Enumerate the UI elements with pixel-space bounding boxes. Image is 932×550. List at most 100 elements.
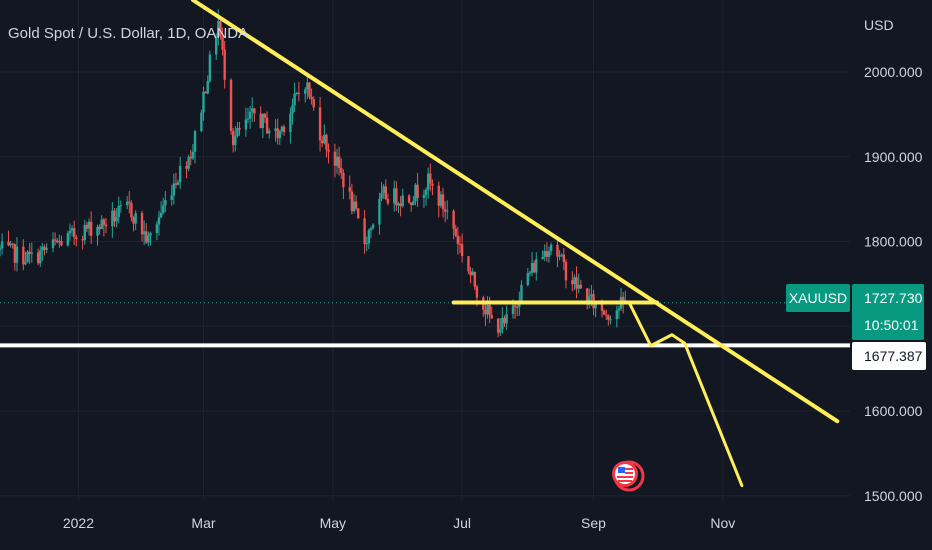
candle-body <box>30 252 33 254</box>
candle-body <box>371 224 375 229</box>
candle-body <box>560 254 563 256</box>
candle-body <box>155 224 159 233</box>
candle-body <box>39 250 42 264</box>
support-level-badge <box>852 342 926 370</box>
candle-body <box>282 126 286 133</box>
candle-body <box>460 244 464 257</box>
price-axis-background <box>850 0 932 500</box>
candle-body <box>575 277 578 289</box>
candle-body <box>564 262 568 281</box>
candle-body <box>60 240 63 246</box>
candle-body <box>238 128 241 130</box>
currency-label: USD <box>864 17 894 33</box>
candle-body <box>58 240 61 243</box>
candle-body <box>187 156 190 169</box>
candle-body <box>473 271 477 287</box>
candle-body <box>56 240 59 243</box>
candle-body <box>246 118 250 120</box>
candle-body <box>174 183 178 185</box>
candle-body <box>323 134 326 144</box>
candle-body <box>185 166 188 169</box>
candle-body <box>149 232 152 236</box>
candle-body <box>365 243 368 245</box>
candle-body <box>221 36 224 50</box>
candle-body <box>541 256 544 260</box>
candle-body <box>410 202 413 206</box>
projection-path[interactable] <box>628 301 744 488</box>
candle-body <box>518 302 521 308</box>
candle-body <box>191 151 195 159</box>
candle-body <box>350 191 354 212</box>
candle-body <box>276 128 279 139</box>
candle-body <box>399 203 402 207</box>
support-level-badge-group: 1677.387 <box>852 342 926 370</box>
x-tick-label: 2022 <box>63 515 94 531</box>
x-tick-label: Sep <box>581 515 606 531</box>
drawing-annotations[interactable] <box>0 0 850 488</box>
candle-body <box>117 205 120 218</box>
y-tick-label: 1800.000 <box>864 234 923 250</box>
candle-body <box>253 108 256 114</box>
candle-body <box>600 302 604 311</box>
time-axis-background <box>0 500 932 550</box>
candle-body <box>145 231 148 243</box>
candle-body <box>280 126 284 132</box>
candle-body <box>609 319 612 321</box>
time-axis[interactable]: 2022 Mar May Jul Sep Nov <box>63 515 735 531</box>
candle-body <box>81 239 84 241</box>
candle-body <box>526 273 530 285</box>
candle-body <box>335 156 339 166</box>
candle-body <box>424 189 428 195</box>
candle-body <box>289 113 292 133</box>
candle-body <box>208 54 212 82</box>
candle-body <box>223 49 226 80</box>
candle-body <box>134 213 137 224</box>
candle-body <box>621 296 625 304</box>
candle-body <box>11 243 14 245</box>
candle-body <box>384 186 387 199</box>
candle-body <box>535 259 538 273</box>
candle-body <box>393 188 396 204</box>
candle-body <box>545 251 549 257</box>
candle-body <box>488 304 491 316</box>
candle-body <box>513 305 517 308</box>
candle-body <box>68 230 72 234</box>
candle-body <box>206 81 209 94</box>
candle-body <box>140 213 144 235</box>
candle-body <box>142 231 146 235</box>
price-axis[interactable]: 2000.000 1900.000 1800.000 1600.000 1500.000 <box>864 64 923 504</box>
candle-body <box>259 113 262 128</box>
candle-body <box>456 235 460 244</box>
candle-body <box>202 91 205 113</box>
candle-body <box>7 241 10 246</box>
candle-body <box>308 82 311 97</box>
candle-body <box>490 315 493 319</box>
candle-body <box>45 248 48 250</box>
candle-body <box>429 173 432 184</box>
candle-body <box>443 209 447 212</box>
symbol-badge[interactable] <box>786 284 850 312</box>
candle-body <box>13 244 17 263</box>
candle-body <box>36 252 40 264</box>
price-badge-group[interactable]: XAUUSD 1727.730 10:50:01 <box>786 284 924 340</box>
candle-body <box>265 117 269 134</box>
candle-body <box>458 243 462 245</box>
us-flag-economic-event-icon[interactable] <box>612 460 645 492</box>
candle-body <box>178 166 182 183</box>
candle-body <box>215 37 218 55</box>
last-price-badge <box>852 284 924 340</box>
candle-body <box>244 119 248 130</box>
candle-body <box>100 219 103 230</box>
candle-body <box>342 172 345 188</box>
candle-body <box>248 111 252 119</box>
bar-countdown: 10:50:01 <box>864 317 919 333</box>
candle-body <box>85 224 89 229</box>
downtrend-line[interactable] <box>190 0 840 424</box>
candle-body <box>96 226 99 236</box>
candle-body <box>431 183 434 186</box>
candle-body <box>43 246 46 250</box>
candle-body <box>22 246 25 265</box>
candle-body <box>98 226 101 230</box>
candle-body <box>605 314 608 316</box>
